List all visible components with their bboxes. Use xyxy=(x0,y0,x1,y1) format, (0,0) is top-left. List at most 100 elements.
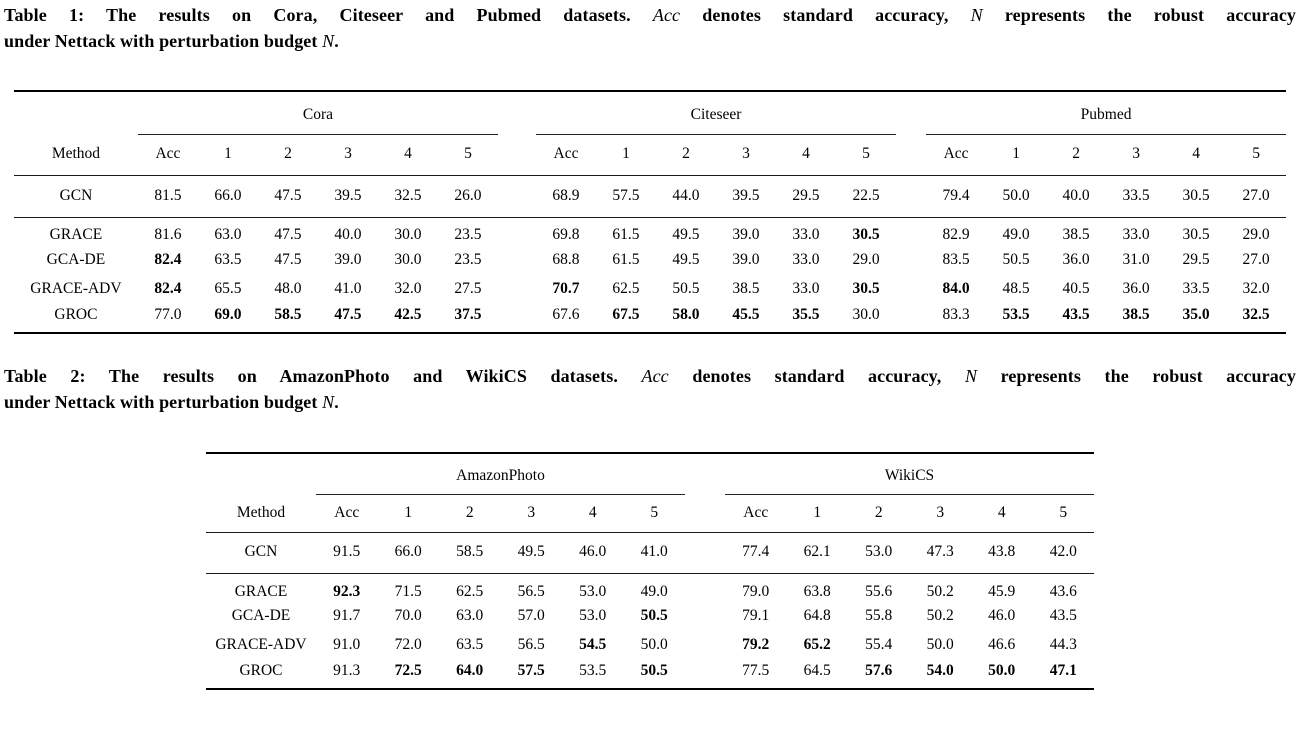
method-column-corner xyxy=(206,453,316,494)
value-cell: 23.5 xyxy=(454,251,482,269)
method-cell: GROC xyxy=(239,661,283,679)
group-header-row: Cora Citeseer Pubmed xyxy=(14,91,1287,135)
caption-math-symbol: N xyxy=(964,366,978,386)
column-header: 1 xyxy=(986,134,1047,176)
value-cell: 72.5 xyxy=(394,661,422,679)
column-header: 4 xyxy=(561,494,624,533)
value-cell: 30.5 xyxy=(1182,225,1210,243)
column-header: 2 xyxy=(1046,134,1107,176)
column-header: Acc xyxy=(926,134,987,176)
column-header: 1 xyxy=(786,494,848,533)
column-header: 1 xyxy=(595,134,656,176)
dataset-group-label: WikiCS xyxy=(724,453,1095,495)
value-cell: 55.4 xyxy=(865,636,893,654)
column-header: 4 xyxy=(1166,134,1227,176)
value-cell: 49.0 xyxy=(640,582,668,600)
caption-line: under Nettack with perturbation budget N… xyxy=(4,389,1296,415)
column-header: 3 xyxy=(715,134,776,176)
value-cell: 41.0 xyxy=(623,532,685,574)
value-cell: 57.5 xyxy=(595,175,656,218)
value-cell: 40.0 xyxy=(1046,175,1107,218)
column-gap xyxy=(896,275,926,304)
column-gap xyxy=(896,304,926,333)
column-gap xyxy=(684,532,725,574)
column-header: 4 xyxy=(970,494,1033,533)
value-cell: 49.0 xyxy=(1002,225,1030,243)
column-gap xyxy=(498,91,536,134)
value-cell: 36.0 xyxy=(1122,280,1150,298)
value-cell: 83.3 xyxy=(942,306,970,324)
column-header: 2 xyxy=(257,134,318,176)
caption-text-segment: . xyxy=(334,392,339,412)
table-row: GRACE 92.3 71.5 62.5 56.5 53.0 49.0 79.0 63.8 55.… xyxy=(206,573,1094,602)
value-cell: 61.5 xyxy=(612,225,640,243)
value-cell: 66.0 xyxy=(377,532,439,574)
value-cell: 58.5 xyxy=(438,532,501,574)
value-cell: 79.0 xyxy=(742,582,770,600)
caption-math-symbol: N xyxy=(322,392,335,412)
table-row: GCA-DE 82.4 63.5 47.5 39.0 30.0 23.5 68.8 61.5 49… xyxy=(14,246,1286,275)
value-cell: 47.1 xyxy=(1049,661,1077,679)
value-cell: 37.5 xyxy=(454,306,482,324)
value-cell: 57.6 xyxy=(865,661,893,679)
value-cell: 68.9 xyxy=(535,175,596,218)
value-cell: 29.0 xyxy=(1242,225,1270,243)
table2-caption: Table 2: The results on AmazonPhoto and … xyxy=(4,363,1296,415)
table-row: GRACE-ADV 82.4 65.5 48.0 41.0 32.0 27.5 70.7 62.… xyxy=(14,275,1286,304)
value-cell: 84.0 xyxy=(942,280,970,298)
value-cell: 79.2 xyxy=(742,636,770,654)
column-header: 3 xyxy=(1106,134,1167,176)
value-cell: 43.5 xyxy=(1062,306,1090,324)
method-cell: GRACE-ADV xyxy=(30,280,122,298)
value-cell: 27.5 xyxy=(454,280,482,298)
column-header: Acc xyxy=(137,134,198,176)
value-cell: 47.5 xyxy=(334,306,362,324)
value-cell: 64.5 xyxy=(803,661,831,679)
value-cell: 49.5 xyxy=(500,532,562,574)
table-row: GRACE 81.6 63.0 47.5 40.0 30.0 23.5 69.8 61.5 49.… xyxy=(14,217,1286,246)
dataset-group-label: Cora xyxy=(137,91,498,135)
method-header: Method xyxy=(205,494,316,533)
method-cell: GCN xyxy=(13,175,138,218)
column-gap xyxy=(685,573,725,602)
value-cell: 91.0 xyxy=(333,636,361,654)
dataset-group-label: Citeseer xyxy=(535,91,897,135)
value-cell: 63.0 xyxy=(214,225,242,243)
value-cell: 82.4 xyxy=(154,251,182,269)
table-section: GCN 91.5 66.0 58.5 49.5 46.0 41.0 77.4 62.1 53.0 4… xyxy=(205,532,1095,574)
value-cell: 50.0 xyxy=(640,636,668,654)
value-cell: 38.5 xyxy=(1122,306,1150,324)
value-cell: 32.5 xyxy=(1242,306,1270,324)
table-head: Cora Citeseer Pubmed Method Acc 1 2 3 4 5 Acc 1 2 3 4 5… xyxy=(13,91,1287,176)
value-cell: 38.5 xyxy=(1062,225,1090,243)
value-cell: 63.5 xyxy=(456,636,484,654)
column-gap xyxy=(896,217,926,246)
table-section: GRACE 81.6 63.0 47.5 40.0 30.0 23.5 69.8 61.5 49.… xyxy=(14,217,1286,333)
value-cell: 48.5 xyxy=(1002,280,1030,298)
value-cell: 40.0 xyxy=(334,225,362,243)
value-cell: 53.0 xyxy=(579,582,607,600)
value-cell: 53.5 xyxy=(1002,306,1030,324)
column-header: 1 xyxy=(377,494,439,533)
value-cell: 67.6 xyxy=(552,306,580,324)
value-cell: 45.5 xyxy=(732,306,760,324)
value-cell: 33.0 xyxy=(792,225,820,243)
group-header-row: AmazonPhoto WikiCS xyxy=(206,453,1095,495)
value-cell: 58.5 xyxy=(274,306,302,324)
value-cell: 81.5 xyxy=(137,175,198,218)
value-cell: 70.0 xyxy=(394,607,422,625)
value-cell: 33.0 xyxy=(1122,225,1150,243)
value-cell: 33.0 xyxy=(792,251,820,269)
caption-math-symbol: N xyxy=(322,31,335,51)
value-cell: 50.2 xyxy=(926,607,954,625)
value-cell: 35.5 xyxy=(792,306,820,324)
value-cell: 42.5 xyxy=(394,306,422,324)
table-row: GCN 81.5 66.0 47.5 39.5 32.5 26.0 68.9 57.5 44.0 3… xyxy=(13,175,1287,218)
value-cell: 47.3 xyxy=(909,532,971,574)
value-cell: 39.5 xyxy=(317,175,378,218)
caption-math-symbol: Acc xyxy=(641,366,669,386)
value-cell: 22.5 xyxy=(835,175,897,218)
value-cell: 64.0 xyxy=(456,661,484,679)
value-cell: 29.0 xyxy=(852,251,880,269)
value-cell: 79.4 xyxy=(926,175,987,218)
